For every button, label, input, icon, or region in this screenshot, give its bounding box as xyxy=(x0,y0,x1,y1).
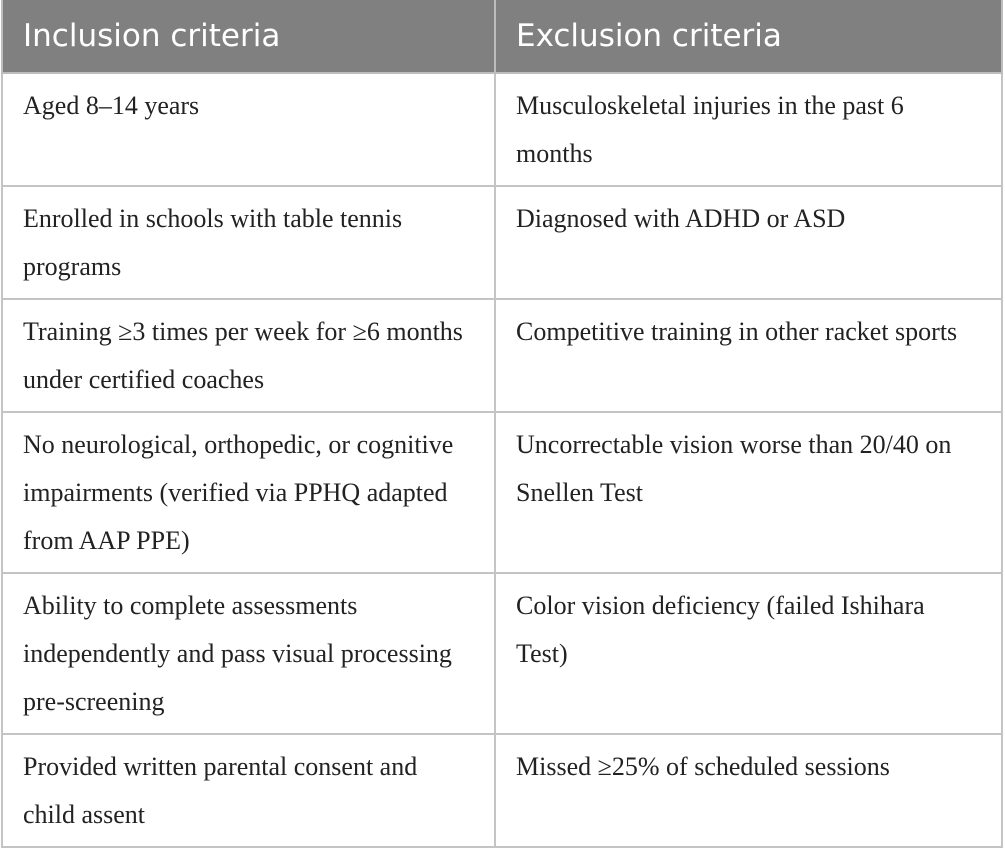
header-exclusion: Exclusion criteria xyxy=(494,0,1003,74)
inclusion-cell: Training ≥3 times per week for ≥6 months… xyxy=(1,298,496,413)
inclusion-cell: Aged 8–14 years xyxy=(1,72,496,187)
inclusion-cell: No neurological, orthopedic, or cognitiv… xyxy=(1,411,496,574)
inclusion-cell: Ability to complete assessments independ… xyxy=(1,572,496,735)
exclusion-cell: Missed ≥25% of scheduled sessions xyxy=(494,733,1003,848)
exclusion-cell: Color vision deficiency (failed Ishihara… xyxy=(494,572,1003,735)
table-row: Ability to complete assessments independ… xyxy=(1,572,1003,735)
exclusion-cell: Musculoskeletal injuries in the past 6 m… xyxy=(494,72,1003,187)
table-row: Enrolled in schools with table tennis pr… xyxy=(1,185,1003,300)
table-row: Training ≥3 times per week for ≥6 months… xyxy=(1,298,1003,413)
table-row: Aged 8–14 years Musculoskeletal injuries … xyxy=(1,72,1003,187)
table-row: Provided written parental consent and ch… xyxy=(1,733,1003,848)
inclusion-cell: Enrolled in schools with table tennis pr… xyxy=(1,185,496,300)
exclusion-cell: Diagnosed with ADHD or ASD xyxy=(494,185,1003,300)
inclusion-cell: Provided written parental consent and ch… xyxy=(1,733,496,848)
table-row: No neurological, orthopedic, or cognitiv… xyxy=(1,411,1003,574)
header-row: Inclusion criteria Exclusion criteria xyxy=(1,0,1003,74)
header-inclusion: Inclusion criteria xyxy=(1,0,496,74)
exclusion-cell: Uncorrectable vision worse than 20/40 on… xyxy=(494,411,1003,574)
exclusion-cell: Competitive training in other racket spo… xyxy=(494,298,1003,413)
